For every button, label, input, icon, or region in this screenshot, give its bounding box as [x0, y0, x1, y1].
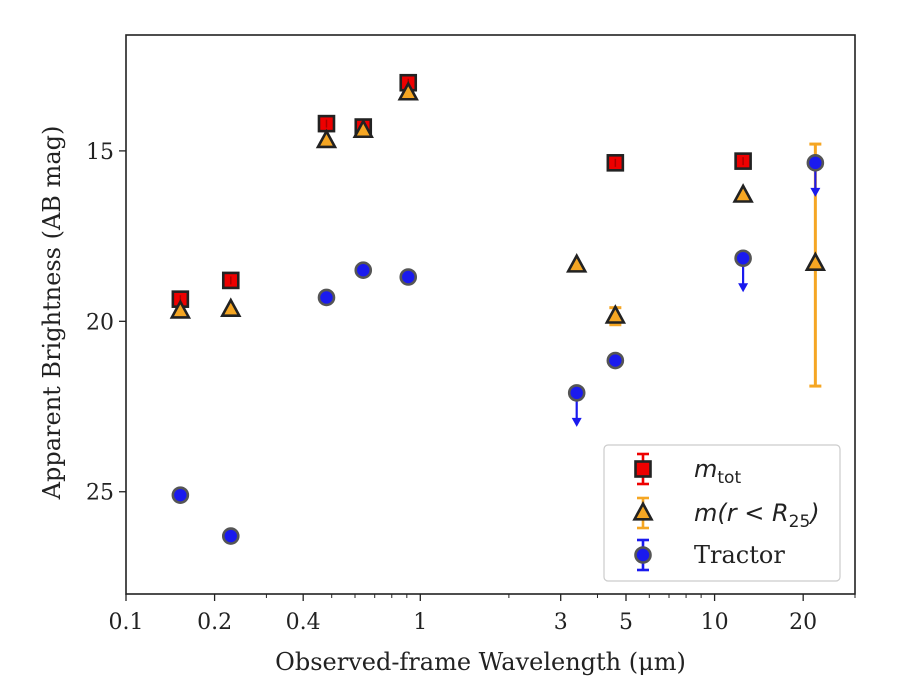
legend-label-tractor: Tractor [694, 541, 785, 569]
x-tick-label: 10 [701, 610, 729, 635]
x-tick-label: 0.1 [109, 610, 144, 635]
legend-marker-0 [634, 460, 652, 478]
y-axis-label: Apparent Brightness (AB mag) [38, 126, 66, 501]
legend-label-m-r25: m(r < R25) [694, 499, 820, 532]
x-axis-label: Observed-frame Wavelength (μm) [275, 648, 686, 676]
legend-marker-2 [634, 546, 652, 564]
x-tick-label: 20 [789, 610, 817, 635]
x-tick-label: 0.2 [197, 610, 232, 635]
upper-limit-head [810, 187, 821, 197]
legend: mtot m(r < R25) Tractor [603, 444, 841, 582]
upper-limit-head [738, 283, 749, 293]
y-tick-label: 15 [86, 140, 114, 165]
y-tick-label: 25 [86, 481, 114, 506]
y-tick-label: 20 [86, 310, 114, 335]
x-tick-label: 1 [413, 610, 427, 635]
legend-box [603, 444, 841, 582]
legend-label-m-tot: mtot [694, 455, 741, 488]
upper-limit-head [571, 417, 582, 427]
plot-frame [125, 34, 856, 595]
x-tick-label: 0.4 [286, 610, 321, 635]
x-tick-label: 3 [554, 610, 568, 635]
x-tick-label: 5 [619, 610, 633, 635]
legend-marker-1 [632, 500, 654, 521]
